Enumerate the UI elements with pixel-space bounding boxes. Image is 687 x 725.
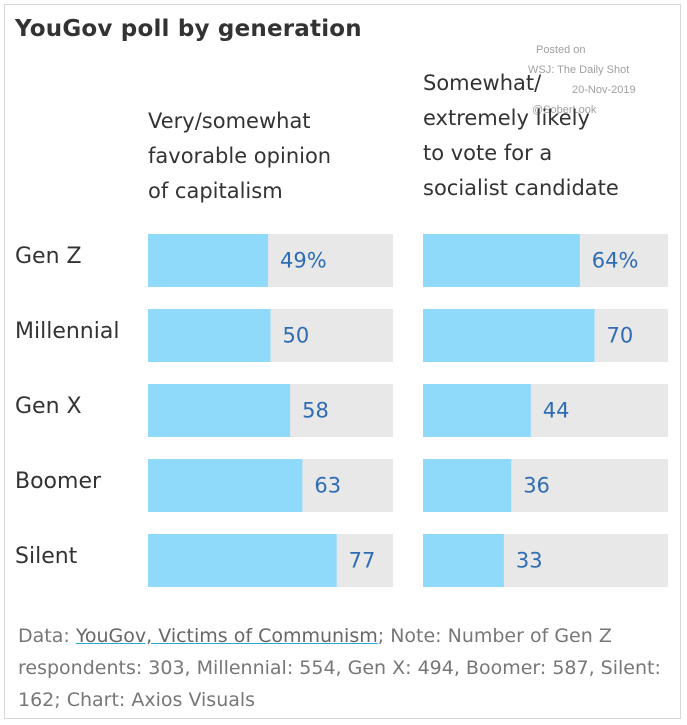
data-label-series-1-millennial: 50	[283, 324, 310, 348]
series-2-heading: Somewhat/ extremely likely to vote for a…	[423, 66, 619, 206]
bar-series-1-millennial	[148, 309, 271, 362]
series-2-heading-line: to vote for a	[423, 141, 553, 165]
series-2-heading-line: extremely likely	[423, 106, 590, 130]
data-label-series-2-gen-x: 44	[543, 399, 570, 423]
bar-series-1-gen-x	[148, 384, 291, 437]
category-label-silent: Silent	[15, 544, 78, 569]
category-label-gen-x: Gen X	[15, 394, 82, 419]
footer-prefix: Data:	[18, 625, 76, 647]
bar-series-1-gen-z	[148, 234, 269, 287]
data-label-series-1-gen-x: 58	[302, 399, 329, 423]
bar-series-2-millennial	[423, 309, 595, 362]
series-1-heading-line: of capitalism	[148, 179, 283, 203]
series-1-heading-line: Very/somewhat	[148, 109, 311, 133]
data-label-series-2-gen-z: 64%	[592, 249, 639, 273]
bar-series-2-boomer	[423, 459, 512, 512]
footer-note-text: ; Note: Number of Gen Z respondents: 303…	[18, 625, 661, 711]
series-1-heading-line: favorable opinion	[148, 144, 332, 168]
data-label-series-1-boomer: 63	[314, 474, 341, 498]
bar-series-2-gen-z	[423, 234, 580, 287]
chart-title: YouGov poll by generation	[15, 16, 362, 42]
data-label-series-2-silent: 33	[516, 549, 543, 573]
data-label-series-2-millennial: 70	[607, 324, 634, 348]
category-label-millennial: Millennial	[15, 319, 120, 344]
watermark-line: 20-Nov-2019	[572, 84, 636, 96]
watermark-line: Posted on	[536, 44, 586, 56]
data-label-series-1-gen-z: 49%	[280, 249, 327, 273]
bar-series-2-gen-x	[423, 384, 531, 437]
category-label-gen-z: Gen Z	[15, 244, 82, 269]
watermark-line: @SoberLook	[532, 104, 597, 116]
category-label-boomer: Boomer	[15, 469, 102, 494]
data-label-series-2-boomer: 36	[523, 474, 550, 498]
data-label-series-1-silent: 77	[349, 549, 376, 573]
series-1-heading: Very/somewhat favorable opinion of capit…	[148, 104, 331, 209]
footer-note: Data: YouGov, Victims of Communism; Note…	[18, 620, 673, 716]
series-2-heading-line: Somewhat/	[423, 71, 542, 95]
bar-series-1-boomer	[148, 459, 303, 512]
series-2-heading-line: socialist candidate	[423, 176, 619, 200]
watermark-line: WSJ: The Daily Shot	[528, 64, 630, 76]
watermark: Posted on WSJ: The Daily Shot 20-Nov-201…	[520, 40, 660, 120]
bar-series-2-silent	[423, 534, 504, 587]
bar-series-1-silent	[148, 534, 337, 587]
source-link[interactable]: YouGov, Victims of Communism	[75, 625, 378, 647]
